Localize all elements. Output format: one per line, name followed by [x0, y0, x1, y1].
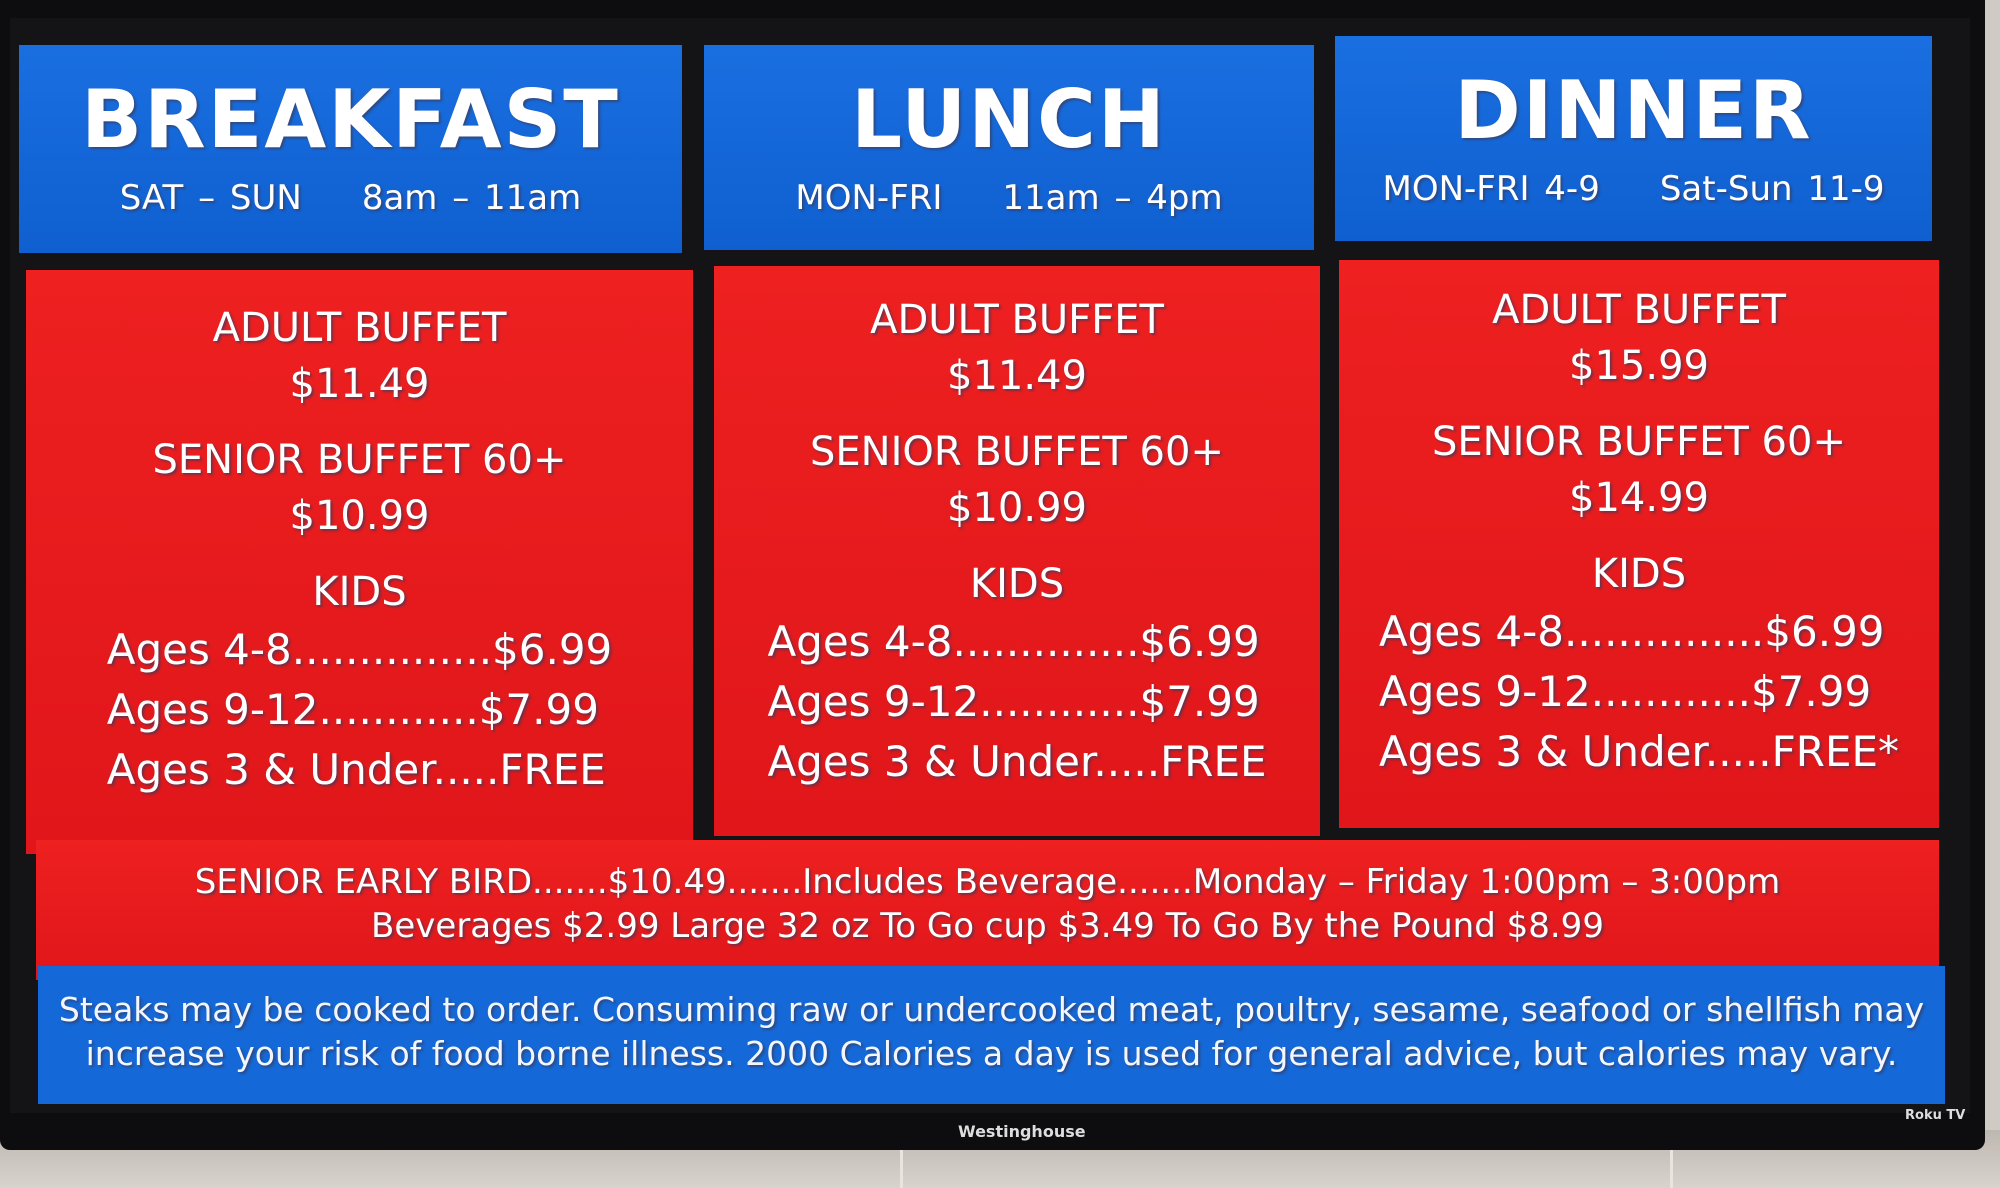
lunch-header: LUNCH MON-FRI 11am – 4pm — [704, 45, 1314, 250]
kids-price-row: Ages 3 & Under.....FREE — [106, 745, 606, 794]
tile-grout — [1670, 1150, 1673, 1188]
kids-price-row: Ages 4-8..............$6.99 — [767, 617, 1260, 666]
kids-label: KIDS — [969, 561, 1065, 607]
kids-label: KIDS — [312, 569, 407, 615]
adult-buffet-label: ADULT BUFFET — [1492, 287, 1786, 333]
kids-price-row: Ages 4-8...............$6.99 — [1378, 607, 1885, 656]
senior-buffet-price: $14.99 — [1569, 475, 1709, 521]
breakfast-prices: ADULT BUFFET $11.49 SENIOR BUFFET 60+ $1… — [26, 270, 693, 854]
lunch-prices: ADULT BUFFET $11.49 SENIOR BUFFET 60+ $1… — [714, 266, 1320, 836]
adult-buffet-label: ADULT BUFFET — [212, 305, 507, 351]
breakfast-days: SAT – SUN — [119, 178, 302, 218]
menu-screen: BREAKFAST SAT – SUN 8am – 11am LUNCH MON-… — [10, 18, 1970, 1113]
kids-price-row: Ages 9-12............$7.99 — [767, 677, 1260, 726]
dinner-prices: ADULT BUFFET $15.99 SENIOR BUFFET 60+ $1… — [1339, 260, 1939, 828]
adult-buffet-price: $11.49 — [947, 353, 1087, 399]
kids-price-row: Ages 4-8...............$6.99 — [106, 625, 613, 674]
kids-price-row: Ages 3 & Under.....FREE — [767, 737, 1267, 786]
dinner-days: MON-FRI 4-9 — [1382, 169, 1600, 209]
dinner-title: DINNER — [1454, 64, 1813, 157]
disclaimer-bar: Steaks may be cooked to order. Consuming… — [38, 966, 1945, 1104]
kids-price-row: Ages 3 & Under.....FREE* — [1378, 727, 1900, 776]
tv-brand-logo: Westinghouse — [958, 1122, 1086, 1141]
breakfast-title: BREAKFAST — [81, 73, 620, 166]
senior-early-bird: SENIOR EARLY BIRD.......$10.49.......Inc… — [194, 862, 1781, 902]
senior-buffet-label: SENIOR BUFFET 60+ — [152, 437, 567, 483]
tv: BREAKFAST SAT – SUN 8am – 11am LUNCH MON-… — [0, 0, 1985, 1150]
dinner-time: Sat-Sun 11-9 — [1659, 169, 1885, 209]
kids-price-row: Ages 9-12............$7.99 — [106, 685, 599, 734]
senior-buffet-label: SENIOR BUFFET 60+ — [810, 429, 1224, 475]
senior-buffet-label: SENIOR BUFFET 60+ — [1432, 419, 1846, 465]
specials-bar: SENIOR EARLY BIRD.......$10.49.......Inc… — [36, 840, 1939, 980]
adult-buffet-price: $11.49 — [289, 361, 430, 407]
senior-buffet-price: $10.99 — [947, 485, 1087, 531]
kids-label: KIDS — [1591, 551, 1687, 597]
adult-buffet-price: $15.99 — [1569, 343, 1709, 389]
adult-buffet-label: ADULT BUFFET — [870, 297, 1164, 343]
senior-buffet-price: $10.99 — [289, 493, 430, 539]
beverages-line: Beverages $2.99 Large 32 oz To Go cup $3… — [371, 906, 1604, 946]
lunch-title: LUNCH — [851, 73, 1167, 166]
lunch-days: MON-FRI — [795, 178, 943, 218]
lunch-time: 11am – 4pm — [1002, 178, 1223, 218]
roku-tv-logo: Roku TV — [1905, 1108, 1966, 1123]
tile-grout — [900, 1150, 903, 1188]
kids-price-row: Ages 9-12............$7.99 — [1378, 667, 1872, 716]
dinner-header: DINNER MON-FRI 4-9 Sat-Sun 11-9 — [1335, 36, 1932, 241]
disclaimer-line: increase your risk of food borne illness… — [85, 1034, 1898, 1073]
disclaimer-line: Steaks may be cooked to order. Consuming… — [58, 990, 1925, 1029]
breakfast-header: BREAKFAST SAT – SUN 8am – 11am — [19, 45, 682, 253]
breakfast-time: 8am – 11am — [361, 178, 582, 218]
